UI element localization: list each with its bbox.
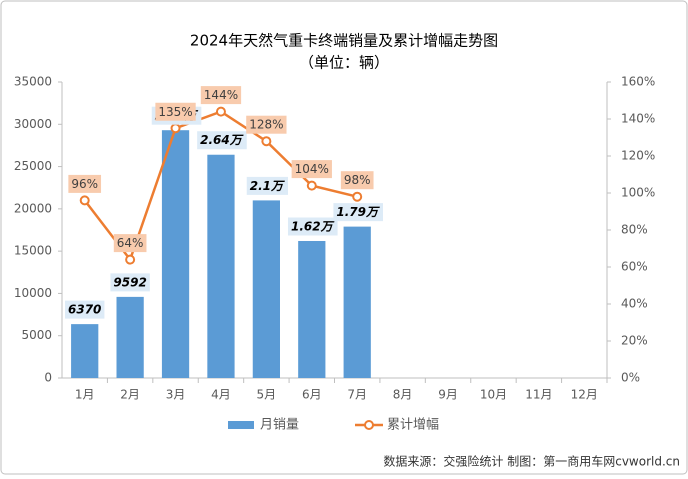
y-tick-label: 5000 [21,328,52,342]
label-background [291,160,332,179]
label-background [68,174,102,193]
y2-tick-label: 80% [621,223,648,237]
x-tick-label: 3月 [166,388,186,402]
label-background [155,102,196,121]
line-value-label: 128% [249,118,283,132]
legend-label: 累计增幅 [387,418,439,433]
label-background [246,176,288,195]
x-tick-label: 9月 [438,388,458,402]
line-value-label: 144% [204,88,238,102]
x-tick-label: 4月 [211,388,231,402]
x-tick-label: 5月 [257,388,277,402]
label-background [333,203,384,222]
x-tick-label: 10月 [480,388,507,402]
line-marker [306,180,317,191]
line-value-label: 96% [71,177,98,191]
x-tick-label: 12月 [571,388,598,402]
x-tick-label: 2月 [120,388,140,402]
label-background [200,86,242,105]
x-tick-label: 1月 [75,388,95,402]
line-value-label: 135% [158,105,192,119]
label-background [287,217,338,236]
line-marker [215,106,226,117]
source-note: 数据来源：交强险统计 制图：第一商用车网cvworld.cn [383,454,680,469]
line-marker [170,123,181,134]
y2-tick-label: 160% [621,75,655,89]
bar [161,130,190,378]
line-marker [79,195,90,206]
label-background [340,171,374,190]
bar-value-label: 1.79万 [336,205,380,219]
legend-label: 月销量 [260,418,299,433]
bar-value-label: 1.62万 [291,219,335,233]
y2-tick-label: 120% [621,149,655,163]
line-value-label: 104% [295,162,329,176]
bar-value-label: 6370 [68,303,101,317]
bar-value-label: 2.1万 [250,179,285,193]
label-background [246,115,287,134]
y-tick-label: 15000 [14,244,52,258]
line-marker [352,191,363,202]
legend-swatch [228,421,254,429]
y-tick-label: 10000 [14,286,52,300]
y2-tick-label: 20% [621,334,648,348]
bar [71,324,99,378]
y-tick-label: 20000 [14,201,52,215]
y2-tick-label: 0% [621,371,640,385]
x-tick-label: 7月 [347,388,367,402]
line-value-label: 64% [117,236,144,250]
chart-title: 2024年天然气重卡终端销量及累计增幅走势图 [190,32,498,50]
y2-tick-label: 60% [621,260,648,274]
bar [252,200,280,378]
bar [298,240,326,378]
label-background [197,131,247,150]
x-tick-label: 8月 [393,388,413,402]
x-tick-label: 6月 [302,388,322,402]
y-tick-label: 30000 [14,117,52,131]
chart-subtitle: （单位：辆） [299,54,389,72]
label-background [113,234,147,253]
y2-tick-label: 140% [621,112,655,126]
y-tick-label: 35000 [14,75,52,89]
y-tick-label: 25000 [14,159,52,173]
bar [116,296,144,378]
x-tick-label: 11月 [525,388,552,402]
y-tick-label: 0 [44,371,52,385]
line-marker [261,136,272,147]
line-value-label: 98% [344,173,371,187]
bar-value-label: 9592 [113,275,146,289]
line-marker [125,254,136,265]
bar [343,226,371,378]
bar [207,154,235,378]
label-background [65,300,105,319]
bar-value-label: 2.64万 [200,133,244,147]
label-background [110,273,150,292]
y2-tick-label: 100% [621,186,655,200]
legend-marker [364,420,374,430]
y2-tick-label: 40% [621,297,648,311]
